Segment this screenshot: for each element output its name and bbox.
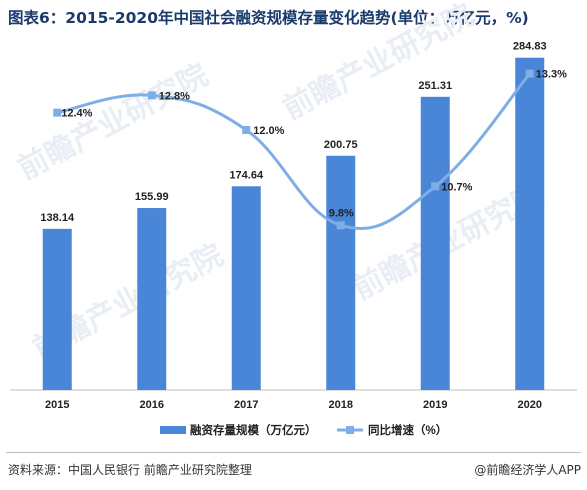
x-tick-label: 2018	[329, 399, 353, 411]
line-value-label: 13.3%	[536, 69, 567, 81]
legend-line-label: 同比增速（%）	[368, 423, 447, 437]
legend-bar-label: 融资存量规模（万亿元）	[190, 423, 317, 437]
x-tick-label: 2016	[140, 399, 164, 411]
line-value-label: 9.8%	[329, 207, 354, 219]
brand-credit: @前瞻经济学人APP	[474, 463, 581, 477]
line-point-2018	[336, 221, 345, 230]
source-note: 资料来源：中国人民银行 前瞻产业研究院整理	[8, 463, 252, 477]
bar-2018	[326, 155, 356, 390]
bar-value-label: 284.83	[513, 41, 547, 53]
bar-2019	[420, 96, 450, 391]
bar-2017	[231, 186, 261, 390]
line-value-label: 10.7%	[441, 181, 472, 193]
footer-divider	[6, 452, 581, 453]
x-tick-label: 2017	[234, 399, 258, 411]
bar-2016	[137, 208, 167, 390]
legend-bar-swatch	[160, 426, 186, 434]
line-value-label: 12.0%	[253, 125, 284, 137]
bar-value-label: 138.14	[40, 212, 75, 224]
line-point-2019	[431, 182, 440, 191]
x-tick-label: 2019	[423, 399, 447, 411]
legend-line-marker	[346, 426, 354, 434]
line-point-2020	[525, 69, 534, 78]
bar-value-label: 155.99	[135, 191, 169, 203]
legend: 融资存量规模（万亿元） 同比增速（%）	[160, 423, 447, 437]
line-point-2015	[53, 108, 62, 117]
bar-value-label: 200.75	[324, 139, 358, 151]
bar-value-label: 174.64	[229, 169, 264, 181]
x-tick-label: 2015	[45, 399, 69, 411]
bar-value-label: 251.31	[418, 80, 452, 92]
bar-2020	[515, 57, 545, 390]
line-value-label: 12.4%	[61, 108, 92, 120]
bar-2015	[42, 228, 72, 390]
line-point-2017	[242, 126, 251, 134]
watermark-text: 前瞻产业研究院	[12, 58, 213, 187]
x-tick-label: 2020	[518, 399, 542, 411]
chart-title: 图表6：2015-2020年中国社会融资规模存量变化趋势(单位：万亿元，%)	[8, 9, 529, 27]
line-point-2016	[147, 91, 156, 100]
line-value-label: 12.8%	[159, 90, 190, 102]
